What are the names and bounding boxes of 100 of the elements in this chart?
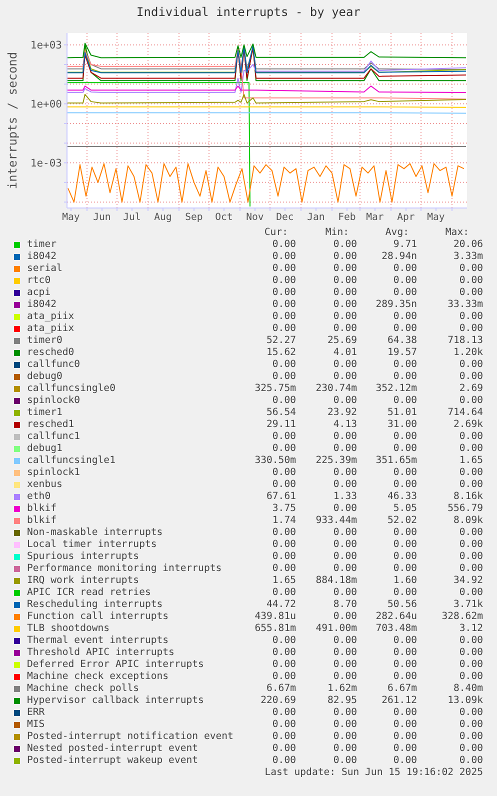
legend-label: i8042: [27, 299, 56, 311]
text: 0.00 0.00 0.00 0.00: [272, 647, 483, 658]
text: 0.00 0.00 0.00 0.00: [272, 479, 483, 490]
x-tick-label: Jul: [123, 212, 141, 223]
text: 52.27 25.69 64.38 718.13: [266, 335, 483, 346]
legend-label: callfuncsingle1: [27, 455, 116, 467]
text: 44.72 8.70 50.56 3.71k: [266, 599, 483, 610]
legend-label: Posted-interrupt wakeup event: [27, 755, 198, 767]
legend-label: ERR: [27, 707, 45, 719]
text: 0.00 0.00 0.00 0.00: [272, 671, 483, 682]
line-series: [67, 86, 466, 94]
legend-label: callfuncsingle0: [27, 383, 116, 395]
text: 67.61 1.33 46.33 8.16k: [266, 491, 483, 502]
legend-label: resched1: [27, 419, 74, 431]
legend-label: timer: [27, 239, 56, 251]
legend-label: Performance monitoring interrupts: [27, 563, 222, 575]
text: 0.00 0.00 0.00 0.00: [272, 635, 483, 646]
line-series: [67, 48, 466, 100]
legend-label: debug0: [27, 371, 62, 383]
legend-label: Posted-interrupt notification event: [27, 731, 234, 743]
x-tick-label: Jun: [93, 212, 111, 223]
legend-label: acpi: [27, 287, 51, 299]
legend-label: callfunc1: [27, 431, 80, 443]
x-tick-label: Apr: [397, 212, 415, 223]
legend-label: rtc0: [27, 275, 51, 287]
legend-label: timer1: [27, 407, 62, 419]
text: 0.00 0.00 0.00 0.00: [272, 659, 483, 670]
text: 439.81u 0.00 282.64u 328.62m: [254, 611, 483, 622]
x-tick-label: May: [427, 212, 445, 223]
x-tick-label: Nov: [246, 212, 264, 223]
text: 0.00 0.00 0.00 0.00: [272, 467, 483, 478]
text: 0.00 0.00 0.00 0.00: [272, 443, 483, 454]
legend-label: Nested posted-interrupt event: [27, 743, 198, 755]
text: 0.00 0.00 0.00 0.00: [272, 743, 483, 754]
legend-label: xenbus: [27, 479, 62, 491]
text: 0.00 0.00 0.00 0.00: [272, 719, 483, 730]
line-series: [68, 163, 464, 203]
text: Cur: Min: Avg: Max:: [264, 227, 469, 238]
text: 1.74 933.44m 52.02 8.09k: [272, 515, 483, 526]
text: 0.00 0.00 0.00 0.00: [272, 587, 483, 598]
text: 0.00 0.00 0.00 0.00: [272, 287, 483, 298]
y-tick-label: 1e+00: [30, 98, 62, 111]
legend-label: Rescheduling interrupts: [27, 599, 163, 611]
legend-label: ata_piix: [27, 323, 74, 335]
x-tick-label: Aug: [154, 212, 172, 223]
text: 0.00 0.00 0.00 0.00: [272, 563, 483, 574]
x-tick-label: Oct: [215, 212, 233, 223]
legend-label: blkif: [27, 503, 56, 515]
text: 0.00 0.00 0.00 0.00: [272, 371, 483, 382]
text: 0.00 0.00 0.00 0.00: [272, 755, 483, 766]
text: 0.00 0.00 28.94n 3.33m: [272, 251, 483, 262]
text: 1.65 884.18m 1.60 34.92: [272, 575, 483, 586]
text: 0.00 0.00 0.00 0.00: [272, 395, 483, 406]
text: 0.00 0.00 0.00 0.00: [272, 431, 483, 442]
legend-label: callfunc0: [27, 359, 80, 371]
x-tick-label: Dec: [276, 212, 294, 223]
x-tick-label: May: [62, 212, 80, 223]
legend-label: blkif: [27, 515, 56, 527]
text: 29.11 4.13 31.00 2.69k: [266, 419, 483, 430]
text: 655.81m 491.00m 703.48m 3.12: [254, 623, 483, 634]
text: 0.00 0.00 0.00 0.00: [272, 311, 483, 322]
text: 6.67m 1.62m 6.67m 8.40m: [266, 683, 483, 694]
text: 3.75 0.00 5.05 556.79: [272, 503, 483, 514]
legend-label: MIS: [27, 719, 45, 731]
text: 0.00 0.00 9.71 20.06: [272, 239, 483, 250]
legend-label: Local timer interrupts: [27, 539, 157, 551]
text: 0.00 0.00 0.00 0.00: [272, 527, 483, 538]
legend-label: Threshold APIC interrupts: [27, 647, 174, 659]
legend-label: timer0: [27, 335, 62, 347]
legend-label: Spurious interrupts: [27, 551, 140, 563]
chart-title: Individual interrupts - by year: [136, 5, 362, 19]
text: 0.00 0.00 0.00 0.00: [272, 359, 483, 370]
text: Last update: Sun Jun 15 19:16:02 2025: [264, 767, 483, 779]
x-tick-label: Jan: [307, 212, 325, 223]
line-series: [67, 60, 466, 93]
text: 325.75m 230.74m 352.12m 2.69: [254, 383, 483, 394]
y-axis-title: interrupts / second: [5, 52, 20, 190]
text: 0.00 0.00 0.00 0.00: [272, 551, 483, 562]
legend-label: serial: [27, 263, 62, 275]
legend-label: i8042: [27, 251, 56, 263]
text: 0.00 0.00 0.00 0.00: [272, 275, 483, 286]
text: 56.54 23.92 51.01 714.64: [266, 407, 483, 418]
line-series: [67, 94, 466, 104]
legend-label: IRQ work interrupts: [27, 575, 140, 587]
text: 0.00 0.00 0.00 0.00: [272, 539, 483, 550]
legend-label: Hypervisor callback interrupts: [27, 695, 204, 707]
text: 15.62 4.01 19.57 1.20k: [266, 347, 483, 358]
legend-label: Deferred Error APIC interrupts: [27, 659, 204, 671]
x-tick-label: Feb: [338, 212, 356, 223]
text: 0.00 0.00 0.00 0.00: [272, 707, 483, 718]
legend-label: TLB shootdowns: [27, 623, 110, 635]
y-tick-label: 1e-03: [30, 158, 62, 170]
x-tick-label: Sep: [185, 212, 203, 223]
text: 330.50m 225.39m 351.65m 1.65: [254, 455, 483, 466]
legend-label: Machine check exceptions: [27, 671, 169, 683]
legend-label: Machine check polls: [27, 683, 140, 695]
y-tick-label: 1e+03: [30, 40, 62, 52]
text: 0.00 0.00 0.00 0.00: [272, 263, 483, 274]
legend-label: resched0: [27, 347, 74, 359]
legend-label: ata_piix: [27, 311, 74, 323]
